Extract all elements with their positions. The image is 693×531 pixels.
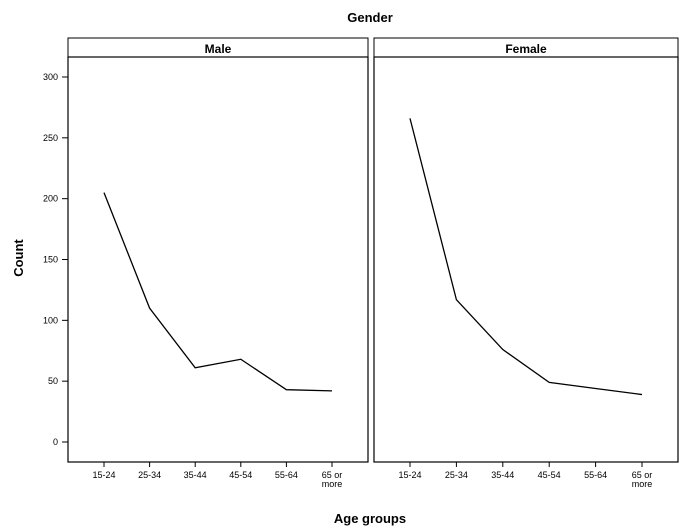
panel-label: Male xyxy=(205,42,232,56)
panel-label: Female xyxy=(505,42,547,56)
y-tick-label: 300 xyxy=(43,72,58,82)
x-tick-label: 15-24 xyxy=(92,470,115,480)
y-tick-label: 250 xyxy=(43,133,58,143)
y-axis-ticks: 0 50 100 150 200 250 300 xyxy=(43,72,68,447)
y-tick-label: 50 xyxy=(48,376,58,386)
y-tick-label: 200 xyxy=(43,194,58,204)
x-tick-label: 45-54 xyxy=(229,470,252,480)
x-tick-label: 55-64 xyxy=(584,470,607,480)
x-tick-label: 55-64 xyxy=(275,470,298,480)
series-line xyxy=(103,192,333,392)
y-tick-label: 100 xyxy=(43,315,58,325)
y-tick-label: 0 xyxy=(53,437,58,447)
y-axis-title: Count xyxy=(11,239,26,277)
y-tick-label: 150 xyxy=(43,255,58,265)
x-tick-label: 45-54 xyxy=(538,470,561,480)
x-tick-label: 65 or xyxy=(322,470,343,480)
panel-frame xyxy=(373,56,679,463)
series-line xyxy=(409,118,643,396)
x-tick-label: 25-34 xyxy=(138,470,161,480)
x-tick-label: more xyxy=(322,479,343,489)
x-tick-label: 65 or xyxy=(632,470,653,480)
x-tick-label: 25-34 xyxy=(445,470,468,480)
x-tick-label: 15-24 xyxy=(398,470,421,480)
panel-frame xyxy=(67,56,369,463)
chart-title: Gender xyxy=(347,10,393,25)
x-tick-label: 35-44 xyxy=(491,470,514,480)
x-axis-title: Age groups xyxy=(334,511,406,526)
x-tick-label: 35-44 xyxy=(184,470,207,480)
x-tick-label: more xyxy=(632,479,653,489)
